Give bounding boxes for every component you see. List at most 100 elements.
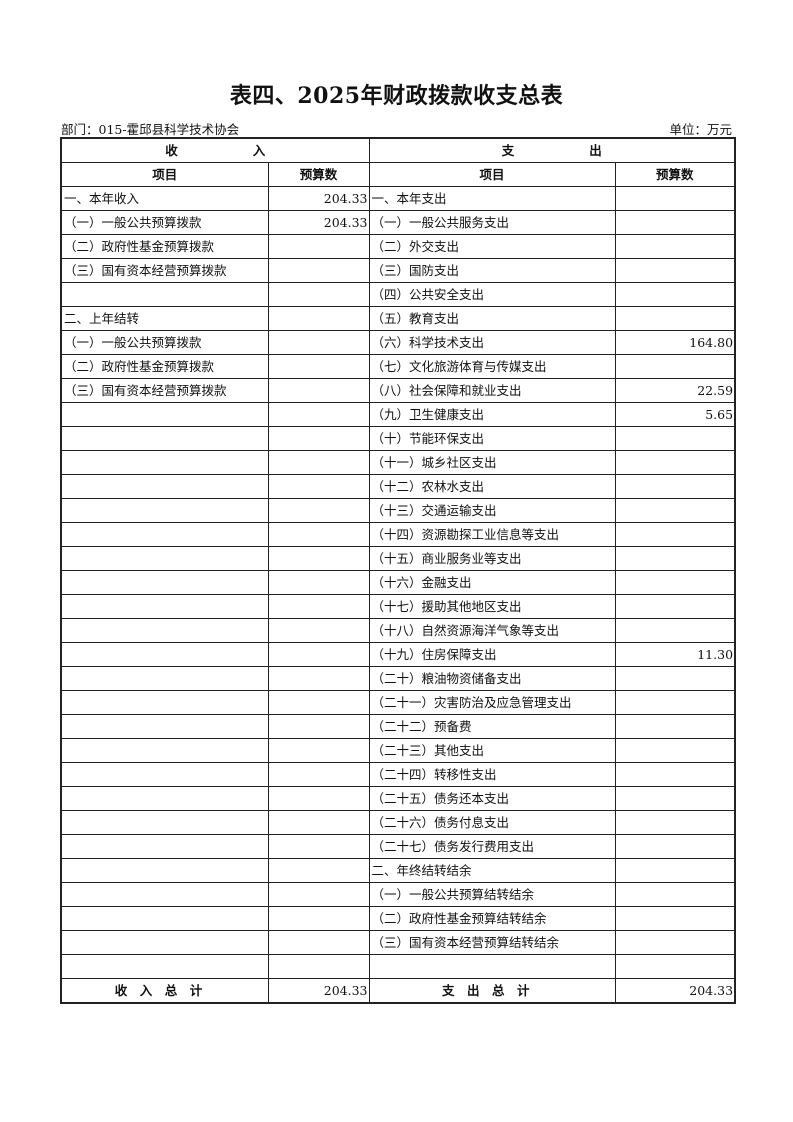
expense-item: （二十三）其他支出 <box>368 738 616 763</box>
income-value <box>267 690 370 715</box>
income-item <box>60 618 269 643</box>
expense-value <box>614 858 736 883</box>
expense-value <box>614 450 736 475</box>
table-row: 二、上年结转 （五）教育支出 <box>60 306 736 331</box>
table-row: （二十五）债务还本支出 <box>60 786 736 811</box>
expense-value <box>614 258 736 283</box>
expense-item: （十六）金融支出 <box>368 570 616 595</box>
income-item <box>60 882 269 907</box>
budget-table: 收 入 支 出 项目 预算数 项目 预算数 一、本年收入 204.33 一、本年支出… <box>60 137 737 1004</box>
income-item <box>60 858 269 883</box>
income-item: 一、本年收入 <box>60 186 269 211</box>
income-value <box>267 234 370 259</box>
income-value <box>267 570 370 595</box>
expense-value <box>614 930 736 955</box>
page-title: 表四、2025年财政拨款收支总表 <box>229 83 564 109</box>
expense-item <box>368 954 616 979</box>
expense-value <box>614 786 736 811</box>
table-row: （九）卫生健康支出 5.65 <box>60 402 736 427</box>
expense-value: 11.30 <box>614 642 736 667</box>
income-value <box>267 402 370 427</box>
income-item <box>60 282 269 307</box>
table-row: （十三）交通运输支出 <box>60 498 736 523</box>
income-item: （二）政府性基金预算拨款 <box>60 354 269 379</box>
table-row: （十二）农林水支出 <box>60 474 736 499</box>
income-item <box>60 570 269 595</box>
unit-label: 单位：万元 <box>669 122 732 137</box>
income-value: 204.33 <box>267 210 370 235</box>
table-row: （一）一般公共预算拨款 （六）科学技术支出 164.80 <box>60 330 736 355</box>
income-value <box>267 834 370 859</box>
expense-value <box>614 594 736 619</box>
income-total-label: 收入总计 <box>60 978 269 1004</box>
income-value <box>267 354 370 379</box>
expense-item: （六）科学技术支出 <box>368 330 616 355</box>
expense-item: （二）政府性基金预算结转结余 <box>368 906 616 931</box>
income-item: （一）一般公共预算拨款 <box>60 330 269 355</box>
income-item <box>60 762 269 787</box>
expense-item: （十九）住房保障支出 <box>368 642 616 667</box>
table-row: （四）公共安全支出 <box>60 282 736 307</box>
table-row: （十九）住房保障支出 11.30 <box>60 642 736 667</box>
income-item <box>60 930 269 955</box>
expense-item: （二）外交支出 <box>368 234 616 259</box>
expense-value <box>614 666 736 691</box>
income-item <box>60 786 269 811</box>
income-value <box>267 930 370 955</box>
expense-item: （二十二）预备费 <box>368 714 616 739</box>
expense-item: （十）节能环保支出 <box>368 426 616 451</box>
expense-item: （二十七）债务发行费用支出 <box>368 834 616 859</box>
expense-item: （十一）城乡社区支出 <box>368 450 616 475</box>
income-value <box>267 882 370 907</box>
expense-value: 164.80 <box>614 330 736 355</box>
income-value <box>267 474 370 499</box>
table-row: （三）国有资本经营预算拨款 （三）国防支出 <box>60 258 736 283</box>
table-row: 一、本年收入 204.33 一、本年支出 <box>60 186 736 211</box>
expense-value <box>614 714 736 739</box>
income-item: （一）一般公共预算拨款 <box>60 210 269 235</box>
expense-item: （二十六）债务付息支出 <box>368 810 616 835</box>
income-item <box>60 522 269 547</box>
expense-value <box>614 474 736 499</box>
table-row: （二十六）债务付息支出 <box>60 810 736 835</box>
income-item <box>60 810 269 835</box>
income-item: （三）国有资本经营预算拨款 <box>60 258 269 283</box>
expense-value <box>614 810 736 835</box>
income-value <box>267 906 370 931</box>
income-item <box>60 834 269 859</box>
table-row: （二十四）转移性支出 <box>60 762 736 787</box>
income-item <box>60 690 269 715</box>
expense-item: （二十一）灾害防治及应急管理支出 <box>368 690 616 715</box>
table-row: （十七）援助其他地区支出 <box>60 594 736 619</box>
income-value <box>267 618 370 643</box>
income-item <box>60 498 269 523</box>
expense-value <box>614 210 736 235</box>
table-row <box>60 954 736 979</box>
section-header-row: 收 入 支 出 <box>60 137 736 163</box>
expense-value <box>614 186 736 211</box>
table-row: （二）政府性基金预算拨款 （七）文化旅游体育与传媒支出 <box>60 354 736 379</box>
expense-item: （十八）自然资源海洋气象等支出 <box>368 618 616 643</box>
income-value <box>267 810 370 835</box>
income-value <box>267 450 370 475</box>
table-row: （二十二）预备费 <box>60 714 736 739</box>
expense-item-header: 项目 <box>368 162 616 187</box>
expense-value: 5.65 <box>614 402 736 427</box>
income-item <box>60 474 269 499</box>
expense-value <box>614 234 736 259</box>
expense-value <box>614 954 736 979</box>
expense-value <box>614 546 736 571</box>
table-row: （三）国有资本经营预算拨款 （八）社会保障和就业支出 22.59 <box>60 378 736 403</box>
expense-item: 二、年终结转结余 <box>368 858 616 883</box>
income-value <box>267 330 370 355</box>
income-value <box>267 498 370 523</box>
expense-item: （十二）农林水支出 <box>368 474 616 499</box>
expense-item: （一）一般公共服务支出 <box>368 210 616 235</box>
income-item <box>60 594 269 619</box>
column-header-row: 项目 预算数 项目 预算数 <box>60 162 736 187</box>
department-label: 部门：015-霍邱县科学技术协会 <box>61 122 240 137</box>
income-value <box>267 738 370 763</box>
expense-item: （四）公共安全支出 <box>368 282 616 307</box>
expense-item: （五）教育支出 <box>368 306 616 331</box>
expense-value <box>614 354 736 379</box>
